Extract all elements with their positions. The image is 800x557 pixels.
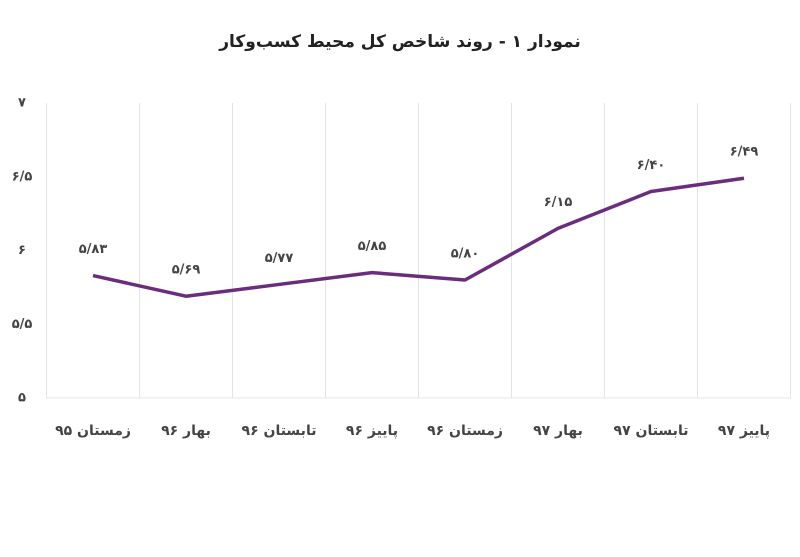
x-tick-label: زمستان ۹۵ bbox=[55, 423, 131, 439]
data-label: ۶/۱۵ bbox=[544, 195, 573, 210]
data-label: ۵/۷۷ bbox=[265, 251, 294, 266]
chart-title: نمودار ۱ - روند شاخص کل محیط کسب‌وکار bbox=[218, 32, 581, 52]
data-label: ۵/۸۳ bbox=[79, 242, 108, 257]
data-label: ۵/۸۰ bbox=[451, 247, 480, 262]
y-tick-label: ۶/۵ bbox=[12, 169, 33, 184]
x-tick-label: تابستان ۹۷ bbox=[614, 423, 689, 439]
data-label: ۶/۴۹ bbox=[730, 145, 759, 160]
y-tick-label: ۷ bbox=[18, 96, 26, 111]
data-label: ۵/۶۹ bbox=[172, 263, 201, 278]
y-tick-label: ۶ bbox=[18, 243, 26, 258]
x-tick-label: بهار ۹۷ bbox=[533, 423, 583, 439]
x-tick-label: بهار ۹۶ bbox=[161, 423, 211, 439]
x-tick-label: تابستان ۹۶ bbox=[242, 423, 317, 439]
x-tick-label: پاییز ۹۶ bbox=[346, 423, 398, 439]
line bbox=[92, 176, 745, 298]
y-tick-label: ۵ bbox=[18, 391, 26, 406]
y-tick-label: ۵/۵ bbox=[12, 317, 33, 332]
x-tick-label: زمستان ۹۶ bbox=[427, 423, 503, 439]
x-tick-label: پاییز ۹۷ bbox=[718, 423, 770, 439]
data-label: ۵/۸۵ bbox=[358, 239, 387, 254]
data-label: ۶/۴۰ bbox=[637, 158, 666, 173]
